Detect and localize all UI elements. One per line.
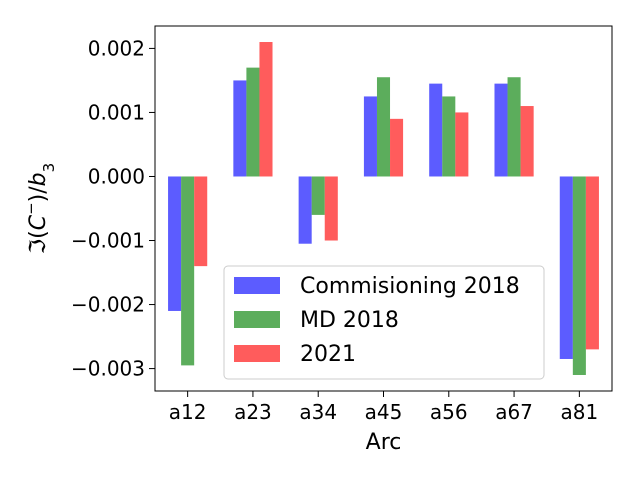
bar-a67-series-2 xyxy=(507,77,521,177)
x-tick-label: a12 xyxy=(169,400,207,424)
bar-a56-series-2 xyxy=(442,96,456,177)
bar-a81-series-2 xyxy=(572,176,586,375)
x-tick-label: a45 xyxy=(365,400,403,424)
x-axis-label: Arc xyxy=(366,430,402,455)
y-axis-label-c: C xyxy=(26,214,51,230)
bar-a67-series-3 xyxy=(520,106,534,177)
bar-a34-series-1 xyxy=(298,176,312,244)
legend-swatch xyxy=(234,345,280,362)
bar-a45-series-2 xyxy=(376,77,391,177)
legend-label: 2021 xyxy=(300,342,356,367)
y-tick-label: 0.001 xyxy=(88,100,145,124)
y-axis-label-sup: − xyxy=(22,202,40,215)
x-tick-label: a34 xyxy=(299,400,337,424)
bar-a23-series-2 xyxy=(246,67,260,177)
y-axis-label-b: b xyxy=(26,172,51,186)
bar-a56-series-3 xyxy=(455,112,469,177)
y-tick-label: 0.002 xyxy=(88,36,145,60)
y-tick-label: −0.003 xyxy=(71,357,145,381)
x-tick-label: a23 xyxy=(234,400,272,424)
bar-a56-series-1 xyxy=(429,83,443,177)
bar-a34-series-2 xyxy=(311,176,325,215)
y-axis-label-mid: )/ xyxy=(26,186,51,203)
y-axis: −0.003 −0.002 −0.001 0.000 0.001 0.002 xyxy=(71,36,155,381)
legend-label: Commisioning 2018 xyxy=(300,274,520,299)
y-axis-label-prefix: ℑ( xyxy=(26,230,51,254)
bar-a81-series-3 xyxy=(585,176,599,350)
x-tick-label: a56 xyxy=(430,400,468,424)
x-axis: a12 a23 a34 a45 a56 a67 a81 xyxy=(169,391,598,424)
legend: Commisioning 2018 MD 2018 2021 xyxy=(223,265,545,380)
y-tick-label: −0.001 xyxy=(71,229,145,253)
legend-box xyxy=(223,265,545,380)
bar-a34-series-3 xyxy=(324,176,338,241)
bar-a23-series-3 xyxy=(259,42,273,177)
bar-a23-series-1 xyxy=(233,80,247,177)
bar-a12-series-3 xyxy=(194,176,208,267)
bar-a67-series-1 xyxy=(494,83,508,177)
bar-a45-series-1 xyxy=(363,96,377,177)
x-tick-label: a81 xyxy=(560,400,598,424)
bar-a45-series-3 xyxy=(390,118,404,177)
bar-a12-series-1 xyxy=(168,176,182,311)
legend-swatch xyxy=(234,311,280,328)
y-axis-label: ℑ(C−)/b3 xyxy=(22,163,58,254)
legend-swatch xyxy=(234,277,280,294)
y-axis-label-sub: 3 xyxy=(40,163,58,173)
legend-label: MD 2018 xyxy=(300,308,399,333)
y-tick-label: −0.002 xyxy=(71,293,145,317)
y-tick-label: 0.000 xyxy=(88,164,145,188)
bars-layer xyxy=(168,42,599,375)
x-tick-label: a67 xyxy=(495,400,533,424)
bar-a12-series-2 xyxy=(181,176,195,366)
bar-a81-series-1 xyxy=(559,176,573,359)
